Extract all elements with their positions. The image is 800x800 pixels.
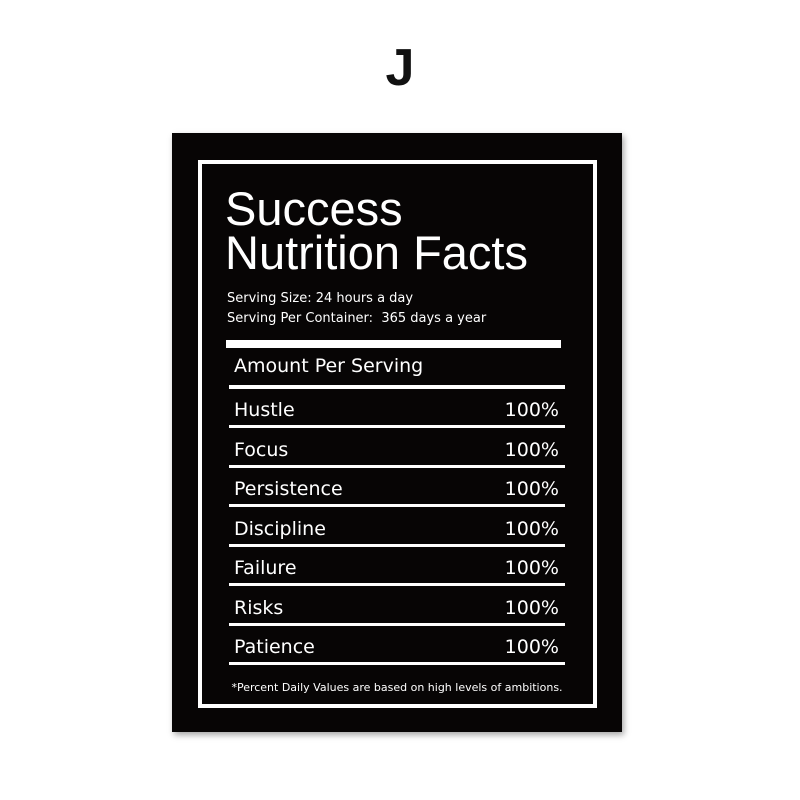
row-divider xyxy=(229,504,565,507)
amount-per-serving: Amount Per Serving xyxy=(234,355,424,377)
row-divider xyxy=(229,662,565,665)
variant-letter: J xyxy=(385,39,415,97)
divider xyxy=(229,385,565,389)
nutrient-label: Failure xyxy=(234,557,297,579)
nutrient-value: 100% xyxy=(504,517,559,540)
nutrient-label: Hustle xyxy=(234,399,295,421)
nutrient-row: Risks 100% xyxy=(234,597,559,619)
nutrient-row: Focus 100% xyxy=(234,439,559,461)
nutrient-label: Discipline xyxy=(234,517,326,540)
nutrient-value: 100% xyxy=(504,478,559,500)
footnote: *Percent Daily Values are based on high … xyxy=(231,681,563,694)
row-divider xyxy=(229,543,565,547)
nutrient-value: 100% xyxy=(504,596,559,619)
nutrient-row: Patience 100% xyxy=(234,636,559,658)
nutrient-value: 100% xyxy=(504,636,559,658)
row-divider xyxy=(229,622,565,626)
nutrient-row: Persistence 100% xyxy=(234,478,559,500)
nutrient-value: 100% xyxy=(504,557,559,579)
nutrient-row: Discipline 100% xyxy=(234,518,559,540)
title-line-2: Nutrition Facts xyxy=(225,226,528,279)
title-line-1: Success xyxy=(225,182,403,235)
nutrient-label: Risks xyxy=(234,596,284,619)
nutrient-row: Hustle 100% xyxy=(234,399,559,421)
row-divider xyxy=(229,425,565,428)
thick-divider xyxy=(226,340,561,348)
poster-title: Success Nutrition Facts xyxy=(225,182,528,279)
nutrient-value: 100% xyxy=(504,399,559,421)
poster-frame xyxy=(198,160,597,708)
nutrient-label: Patience xyxy=(234,636,315,658)
nutrient-label: Persistence xyxy=(234,478,343,500)
nutrient-value: 100% xyxy=(504,438,559,461)
nutrient-row: Failure 100% xyxy=(234,557,559,579)
nutrient-label: Focus xyxy=(234,438,289,461)
row-divider xyxy=(229,464,565,468)
row-divider xyxy=(229,583,565,586)
serving-size: Serving Size: 24 hours a day xyxy=(227,291,414,306)
poster: Success Nutrition Facts Serving Size: 24… xyxy=(172,133,622,732)
serving-per-container: Serving Per Container: 365 days a year xyxy=(227,311,487,326)
